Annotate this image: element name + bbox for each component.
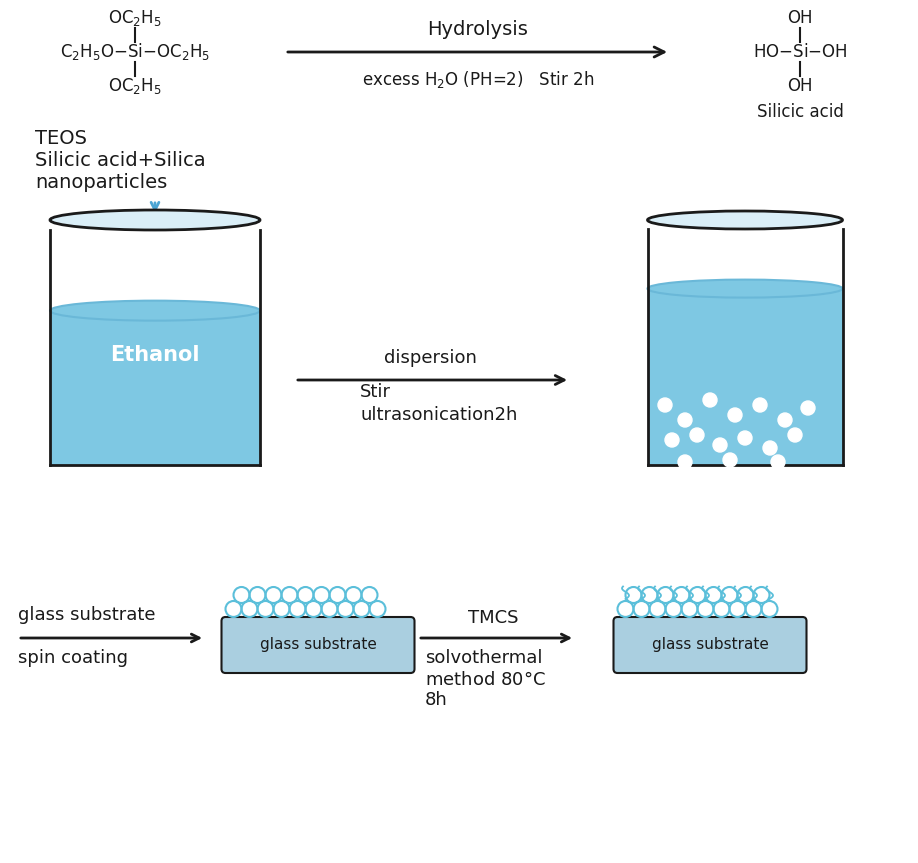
- FancyBboxPatch shape: [613, 617, 807, 673]
- Text: method 80$\degree$C: method 80$\degree$C: [425, 671, 545, 689]
- Ellipse shape: [50, 300, 260, 321]
- Text: 8h: 8h: [425, 691, 448, 709]
- Circle shape: [658, 398, 672, 412]
- Circle shape: [713, 438, 727, 452]
- Text: C$_2$H$_5$O$-$Si$-$OC$_2$H$_5$: C$_2$H$_5$O$-$Si$-$OC$_2$H$_5$: [60, 41, 210, 62]
- FancyBboxPatch shape: [221, 617, 415, 673]
- Text: ultrasonication2h: ultrasonication2h: [360, 406, 518, 424]
- Bar: [647, 220, 843, 465]
- Ellipse shape: [647, 211, 843, 229]
- Text: Stir: Stir: [360, 383, 391, 401]
- Circle shape: [665, 433, 679, 447]
- Text: dispersion: dispersion: [384, 349, 476, 367]
- Bar: [647, 288, 843, 465]
- Text: glass substrate: glass substrate: [18, 606, 155, 624]
- Circle shape: [738, 431, 752, 445]
- Text: Silicic acid: Silicic acid: [756, 103, 844, 121]
- Ellipse shape: [647, 280, 843, 298]
- Circle shape: [703, 393, 717, 407]
- Circle shape: [678, 455, 692, 469]
- Text: glass substrate: glass substrate: [652, 638, 768, 652]
- Circle shape: [771, 455, 785, 469]
- Text: nanoparticles: nanoparticles: [35, 173, 167, 192]
- Text: TMCS: TMCS: [468, 609, 519, 627]
- Text: OC$_2$H$_5$: OC$_2$H$_5$: [108, 8, 162, 28]
- Circle shape: [678, 413, 692, 427]
- Text: Silicic acid+Silica: Silicic acid+Silica: [35, 150, 206, 169]
- Text: Hydrolysis: Hydrolysis: [428, 21, 529, 40]
- Circle shape: [763, 441, 777, 455]
- Text: OH: OH: [788, 9, 812, 27]
- Text: OH: OH: [788, 77, 812, 95]
- Ellipse shape: [50, 210, 260, 230]
- Circle shape: [753, 398, 767, 412]
- Text: spin coating: spin coating: [18, 649, 128, 667]
- Text: Ethanol: Ethanol: [110, 344, 200, 365]
- Circle shape: [723, 453, 737, 467]
- Circle shape: [788, 428, 802, 442]
- Circle shape: [728, 408, 742, 422]
- Text: OC$_2$H$_5$: OC$_2$H$_5$: [108, 76, 162, 96]
- Text: glass substrate: glass substrate: [260, 638, 376, 652]
- Circle shape: [690, 428, 704, 442]
- Circle shape: [778, 413, 792, 427]
- Circle shape: [801, 401, 815, 415]
- Text: excess H$_2$O (PH=2)   Stir 2h: excess H$_2$O (PH=2) Stir 2h: [362, 70, 594, 91]
- Text: solvothermal: solvothermal: [425, 649, 543, 667]
- Bar: [50, 311, 260, 465]
- Bar: [50, 220, 260, 465]
- Text: TEOS: TEOS: [35, 129, 87, 148]
- Text: HO$-$Si$-$OH: HO$-$Si$-$OH: [753, 43, 847, 61]
